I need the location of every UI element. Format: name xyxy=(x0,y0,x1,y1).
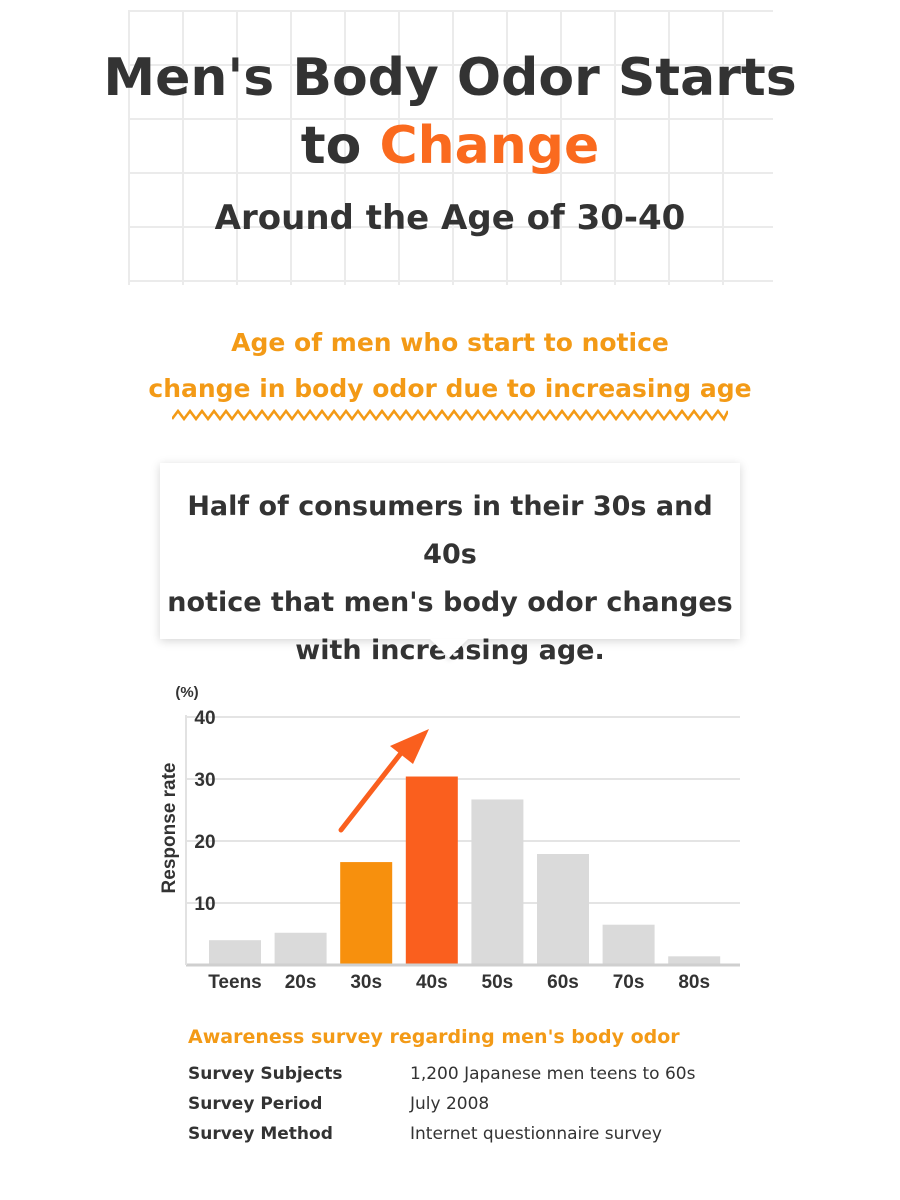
title-prefix: to xyxy=(300,116,380,176)
x-tick-label: 80s xyxy=(678,972,710,993)
callout-box: Half of consumers in their 30s and 40s n… xyxy=(160,463,740,666)
bar-30s xyxy=(340,862,393,965)
bar-60s xyxy=(537,854,589,965)
page-title-line1: Men's Body Odor Starts xyxy=(103,48,797,108)
grid-lines xyxy=(186,716,740,904)
y-tick-label: 20 xyxy=(194,832,215,853)
survey-title: Awareness survey regarding men's body od… xyxy=(188,1026,680,1048)
bar-40s xyxy=(405,776,458,965)
callout-line2: notice that men's body odor changes xyxy=(167,587,733,618)
x-tick-label: 30s xyxy=(350,972,382,993)
x-tick-label: 40s xyxy=(416,972,448,993)
page-subtitle: Around the Age of 30-40 xyxy=(214,198,686,238)
x-tick-label: 70s xyxy=(613,972,645,993)
y-unit-label: (%) xyxy=(175,684,198,701)
survey-label: Survey Period xyxy=(188,1094,323,1114)
survey-value: July 2008 xyxy=(410,1094,490,1114)
x-tick-label: 50s xyxy=(482,972,514,993)
survey-value: Internet questionnaire survey xyxy=(410,1124,662,1144)
title-grid-background xyxy=(128,10,773,285)
bar-20s xyxy=(274,932,327,965)
wavy-underline xyxy=(172,408,728,422)
x-tick-labels: Teens 20s 30s 40s 50s 60s 70s 80s xyxy=(208,972,710,993)
x-tick-label: 20s xyxy=(285,972,317,993)
title-highlight: Change xyxy=(379,116,600,176)
y-tick-labels: 10 20 30 40 xyxy=(194,708,215,915)
callout-line1: Half of consumers in their 30s and 40s xyxy=(187,491,713,570)
chart-caption-line2: change in body odor due to increasing ag… xyxy=(148,374,752,403)
y-axis-label: Response rate xyxy=(159,763,180,894)
bar-70s xyxy=(602,924,655,965)
survey-value: 1,200 Japanese men teens to 60s xyxy=(410,1064,696,1084)
callout-pointer xyxy=(430,639,468,658)
survey-label: Survey Method xyxy=(188,1124,333,1144)
y-tick-label: 10 xyxy=(194,894,215,915)
x-tick-label: 60s xyxy=(547,972,579,993)
x-tick-label: Teens xyxy=(208,972,262,993)
y-tick-label: 40 xyxy=(194,708,215,729)
bar-80s xyxy=(668,956,721,965)
upward-arrow-annotation xyxy=(338,729,429,833)
chart-caption-line1: Age of men who start to notice xyxy=(231,328,669,357)
survey-label: Survey Subjects xyxy=(188,1064,343,1084)
bars xyxy=(209,776,721,965)
bar-teens xyxy=(209,940,261,965)
page-title-line2: to Change xyxy=(0,116,900,176)
bar-50s xyxy=(471,799,524,965)
y-tick-label: 30 xyxy=(194,770,215,791)
